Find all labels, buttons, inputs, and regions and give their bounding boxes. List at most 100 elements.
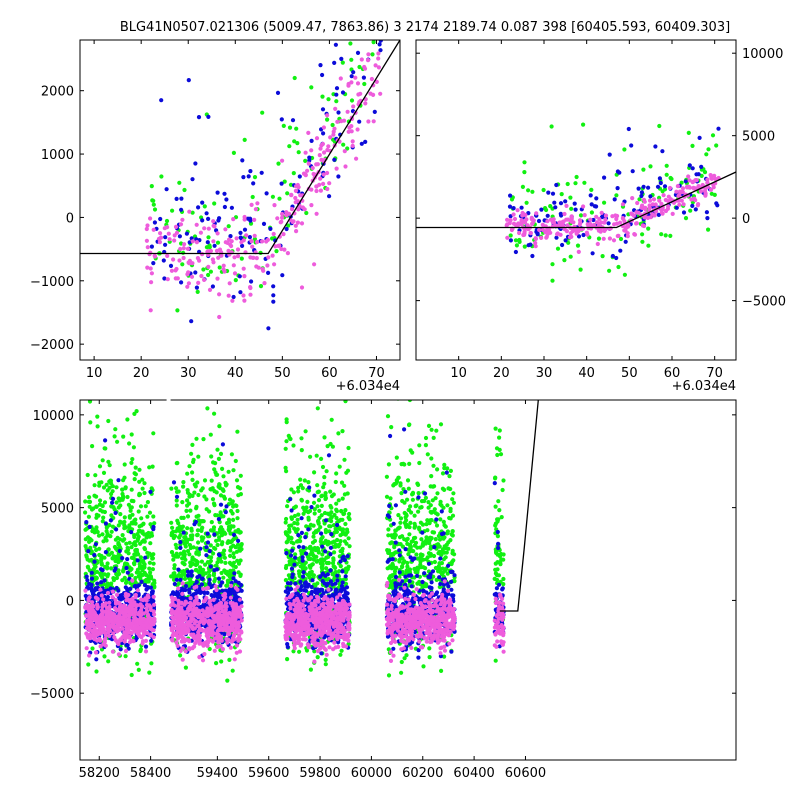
blue-point [683, 179, 688, 184]
green-point [614, 193, 619, 198]
pink-point [666, 204, 671, 209]
x-tick-label: 20 [493, 366, 510, 381]
green-point [183, 557, 188, 562]
pink-point [376, 65, 381, 70]
green-point [526, 188, 531, 193]
green-point [238, 530, 243, 535]
green-point [418, 520, 423, 525]
blue-point [340, 90, 346, 95]
green-point [296, 556, 301, 562]
blue-point [320, 544, 325, 549]
blue-point [207, 577, 212, 582]
pink-point [217, 314, 222, 320]
green-point [101, 515, 106, 520]
pink-point [206, 264, 211, 269]
green-point [393, 481, 399, 486]
blue-point [378, 40, 383, 43]
blue-point [298, 587, 304, 593]
green-point [219, 570, 224, 576]
blue-point [86, 549, 91, 554]
pink-point [271, 231, 276, 237]
blue-point [179, 207, 184, 212]
green-point [181, 484, 186, 489]
green-point [384, 494, 390, 499]
blue-point [309, 138, 314, 143]
green-point [238, 473, 243, 478]
blue-point [545, 213, 550, 218]
pink-point [149, 271, 154, 276]
green-point [494, 446, 500, 451]
pink-point [338, 76, 343, 81]
green-point [151, 514, 156, 519]
pink-point [582, 213, 587, 218]
pink-point [272, 203, 277, 208]
green-point [83, 510, 88, 515]
pink-point [312, 262, 317, 267]
pink-point [661, 193, 666, 198]
green-point [710, 133, 716, 138]
pink-point [576, 249, 581, 254]
pink-point [241, 266, 246, 271]
blue-point [200, 576, 205, 581]
green-point [284, 469, 289, 474]
blue-point [271, 284, 276, 289]
green-point [662, 187, 668, 192]
green-point [312, 507, 317, 512]
green-point [294, 126, 299, 131]
pink-point [325, 170, 330, 176]
pink-point [693, 178, 698, 183]
blue-point [222, 632, 227, 637]
green-point [622, 147, 627, 152]
green-point [140, 529, 145, 534]
green-point [116, 496, 121, 501]
green-point [386, 462, 391, 467]
green-point [348, 41, 353, 46]
green-point [147, 465, 152, 470]
green-point [420, 584, 425, 589]
blue-point [149, 244, 154, 249]
green-point [196, 550, 201, 555]
green-point [412, 513, 417, 518]
green-point [150, 556, 155, 561]
pink-point [612, 222, 617, 227]
green-point [417, 525, 422, 530]
green-point [182, 573, 188, 578]
pink-point [623, 225, 629, 231]
green-point [97, 464, 103, 469]
blue-point [293, 555, 298, 560]
blue-point [231, 588, 236, 593]
blue-point [662, 184, 668, 189]
green-point [112, 434, 117, 439]
pink-point [185, 284, 190, 289]
blue-point [552, 200, 557, 205]
green-point [302, 508, 307, 513]
green-point [120, 533, 125, 538]
green-point [152, 580, 157, 586]
green-point [446, 486, 451, 491]
green-point [105, 488, 110, 493]
blue-point [279, 181, 284, 186]
green-point [690, 143, 695, 148]
green-point [218, 510, 223, 515]
green-point [362, 81, 367, 87]
x-tick-label: 30 [536, 366, 553, 381]
pink-point [519, 218, 524, 223]
blue-point [338, 588, 343, 593]
green-point [357, 64, 362, 70]
pink-point [651, 197, 657, 202]
pink-point [601, 236, 606, 241]
pink-point [314, 211, 319, 216]
pink-point [249, 202, 254, 207]
pink-point [215, 276, 220, 281]
pink-point [148, 216, 153, 221]
green-point [133, 465, 138, 470]
pink-point [325, 147, 330, 153]
green-point [296, 150, 301, 155]
pink-point [185, 246, 190, 251]
blue-point [289, 586, 294, 592]
green-point [428, 509, 433, 514]
green-point [444, 542, 449, 547]
green-point [314, 554, 319, 559]
pink-point [635, 200, 640, 206]
green-point [440, 471, 446, 476]
